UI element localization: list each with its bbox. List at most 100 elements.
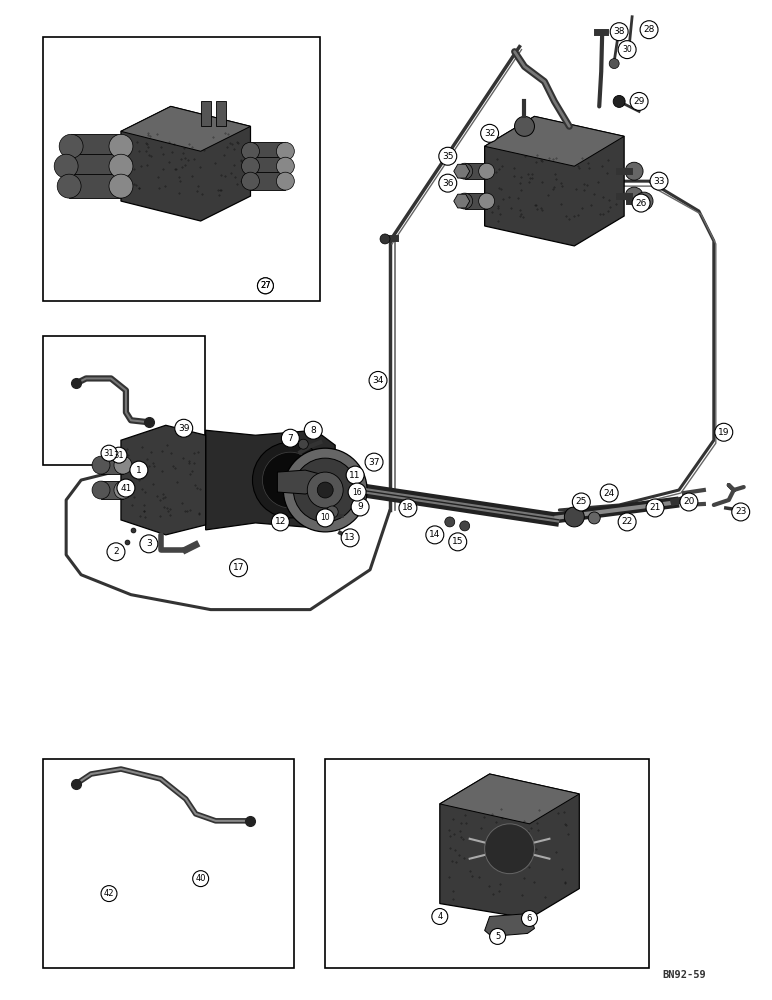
Circle shape: [351, 498, 369, 516]
Text: 39: 39: [178, 424, 189, 433]
Circle shape: [117, 479, 135, 497]
Circle shape: [114, 481, 132, 499]
Circle shape: [646, 499, 664, 517]
Text: 11: 11: [350, 471, 361, 480]
Circle shape: [438, 147, 457, 165]
Circle shape: [107, 543, 125, 561]
Circle shape: [274, 514, 286, 526]
Circle shape: [258, 278, 273, 294]
Circle shape: [348, 483, 366, 501]
Text: 31: 31: [103, 449, 114, 458]
Text: 32: 32: [484, 129, 496, 138]
Circle shape: [101, 445, 117, 461]
Text: 24: 24: [604, 489, 615, 498]
Circle shape: [242, 142, 259, 160]
Circle shape: [327, 506, 338, 518]
Polygon shape: [485, 116, 624, 166]
Text: 12: 12: [275, 517, 286, 526]
Circle shape: [426, 526, 444, 544]
Circle shape: [479, 163, 495, 179]
Circle shape: [609, 59, 619, 69]
Bar: [215, 101, 225, 126]
Circle shape: [258, 278, 273, 294]
Circle shape: [341, 529, 359, 547]
Text: 17: 17: [233, 563, 244, 572]
Text: 31: 31: [113, 451, 124, 460]
Circle shape: [114, 456, 132, 474]
Text: 41: 41: [120, 484, 132, 493]
Circle shape: [229, 559, 248, 577]
Polygon shape: [454, 194, 469, 208]
Polygon shape: [485, 116, 624, 246]
Circle shape: [399, 499, 417, 517]
Circle shape: [481, 124, 499, 142]
Text: 35: 35: [442, 152, 453, 161]
Text: 13: 13: [344, 533, 356, 542]
Text: 21: 21: [649, 503, 661, 512]
Text: 18: 18: [402, 503, 414, 512]
Polygon shape: [121, 106, 250, 221]
Circle shape: [457, 163, 472, 179]
Circle shape: [479, 193, 495, 209]
Circle shape: [140, 535, 157, 553]
Text: 38: 38: [614, 27, 625, 36]
Text: 2: 2: [113, 547, 119, 556]
Circle shape: [588, 512, 600, 524]
Circle shape: [276, 172, 294, 190]
Bar: [43, 37, 320, 301]
Circle shape: [304, 421, 322, 439]
Circle shape: [174, 419, 193, 437]
Text: 25: 25: [576, 497, 587, 506]
Circle shape: [438, 174, 457, 192]
Circle shape: [346, 466, 364, 484]
Circle shape: [252, 442, 328, 518]
Text: 8: 8: [310, 426, 317, 435]
Circle shape: [57, 174, 81, 198]
Circle shape: [193, 871, 208, 887]
Text: 14: 14: [429, 530, 441, 539]
Circle shape: [92, 481, 110, 499]
Bar: [71, 134, 121, 158]
Text: 28: 28: [643, 25, 655, 34]
Circle shape: [732, 503, 750, 521]
Circle shape: [514, 116, 534, 136]
Circle shape: [283, 448, 367, 532]
Bar: [43, 336, 205, 465]
Text: 37: 37: [368, 458, 380, 467]
Circle shape: [632, 194, 650, 212]
Bar: [101, 481, 123, 499]
Circle shape: [130, 461, 148, 479]
Bar: [69, 174, 121, 198]
Circle shape: [432, 909, 448, 924]
Text: 3: 3: [146, 539, 152, 548]
Text: 10: 10: [320, 513, 330, 522]
Bar: [101, 456, 123, 474]
Polygon shape: [440, 774, 579, 824]
Text: BN92-59: BN92-59: [662, 970, 706, 980]
Text: 40: 40: [195, 874, 206, 883]
Text: 1: 1: [136, 466, 142, 475]
Polygon shape: [277, 470, 320, 494]
Text: 4: 4: [437, 912, 442, 921]
Text: 19: 19: [718, 428, 730, 437]
Polygon shape: [440, 774, 579, 918]
Bar: [201, 101, 211, 126]
Circle shape: [317, 482, 334, 498]
Circle shape: [445, 517, 455, 527]
Circle shape: [298, 439, 308, 449]
Circle shape: [109, 154, 133, 178]
Circle shape: [307, 472, 344, 508]
Circle shape: [572, 493, 591, 511]
Circle shape: [449, 533, 467, 551]
Text: 42: 42: [103, 889, 114, 898]
Circle shape: [613, 95, 625, 107]
Text: 27: 27: [260, 281, 271, 290]
Text: 26: 26: [635, 199, 647, 208]
Polygon shape: [205, 430, 335, 530]
Text: 9: 9: [357, 502, 363, 511]
Bar: [250, 157, 286, 175]
Circle shape: [625, 162, 643, 180]
Circle shape: [715, 423, 733, 441]
Polygon shape: [485, 914, 534, 936]
Circle shape: [365, 453, 383, 471]
